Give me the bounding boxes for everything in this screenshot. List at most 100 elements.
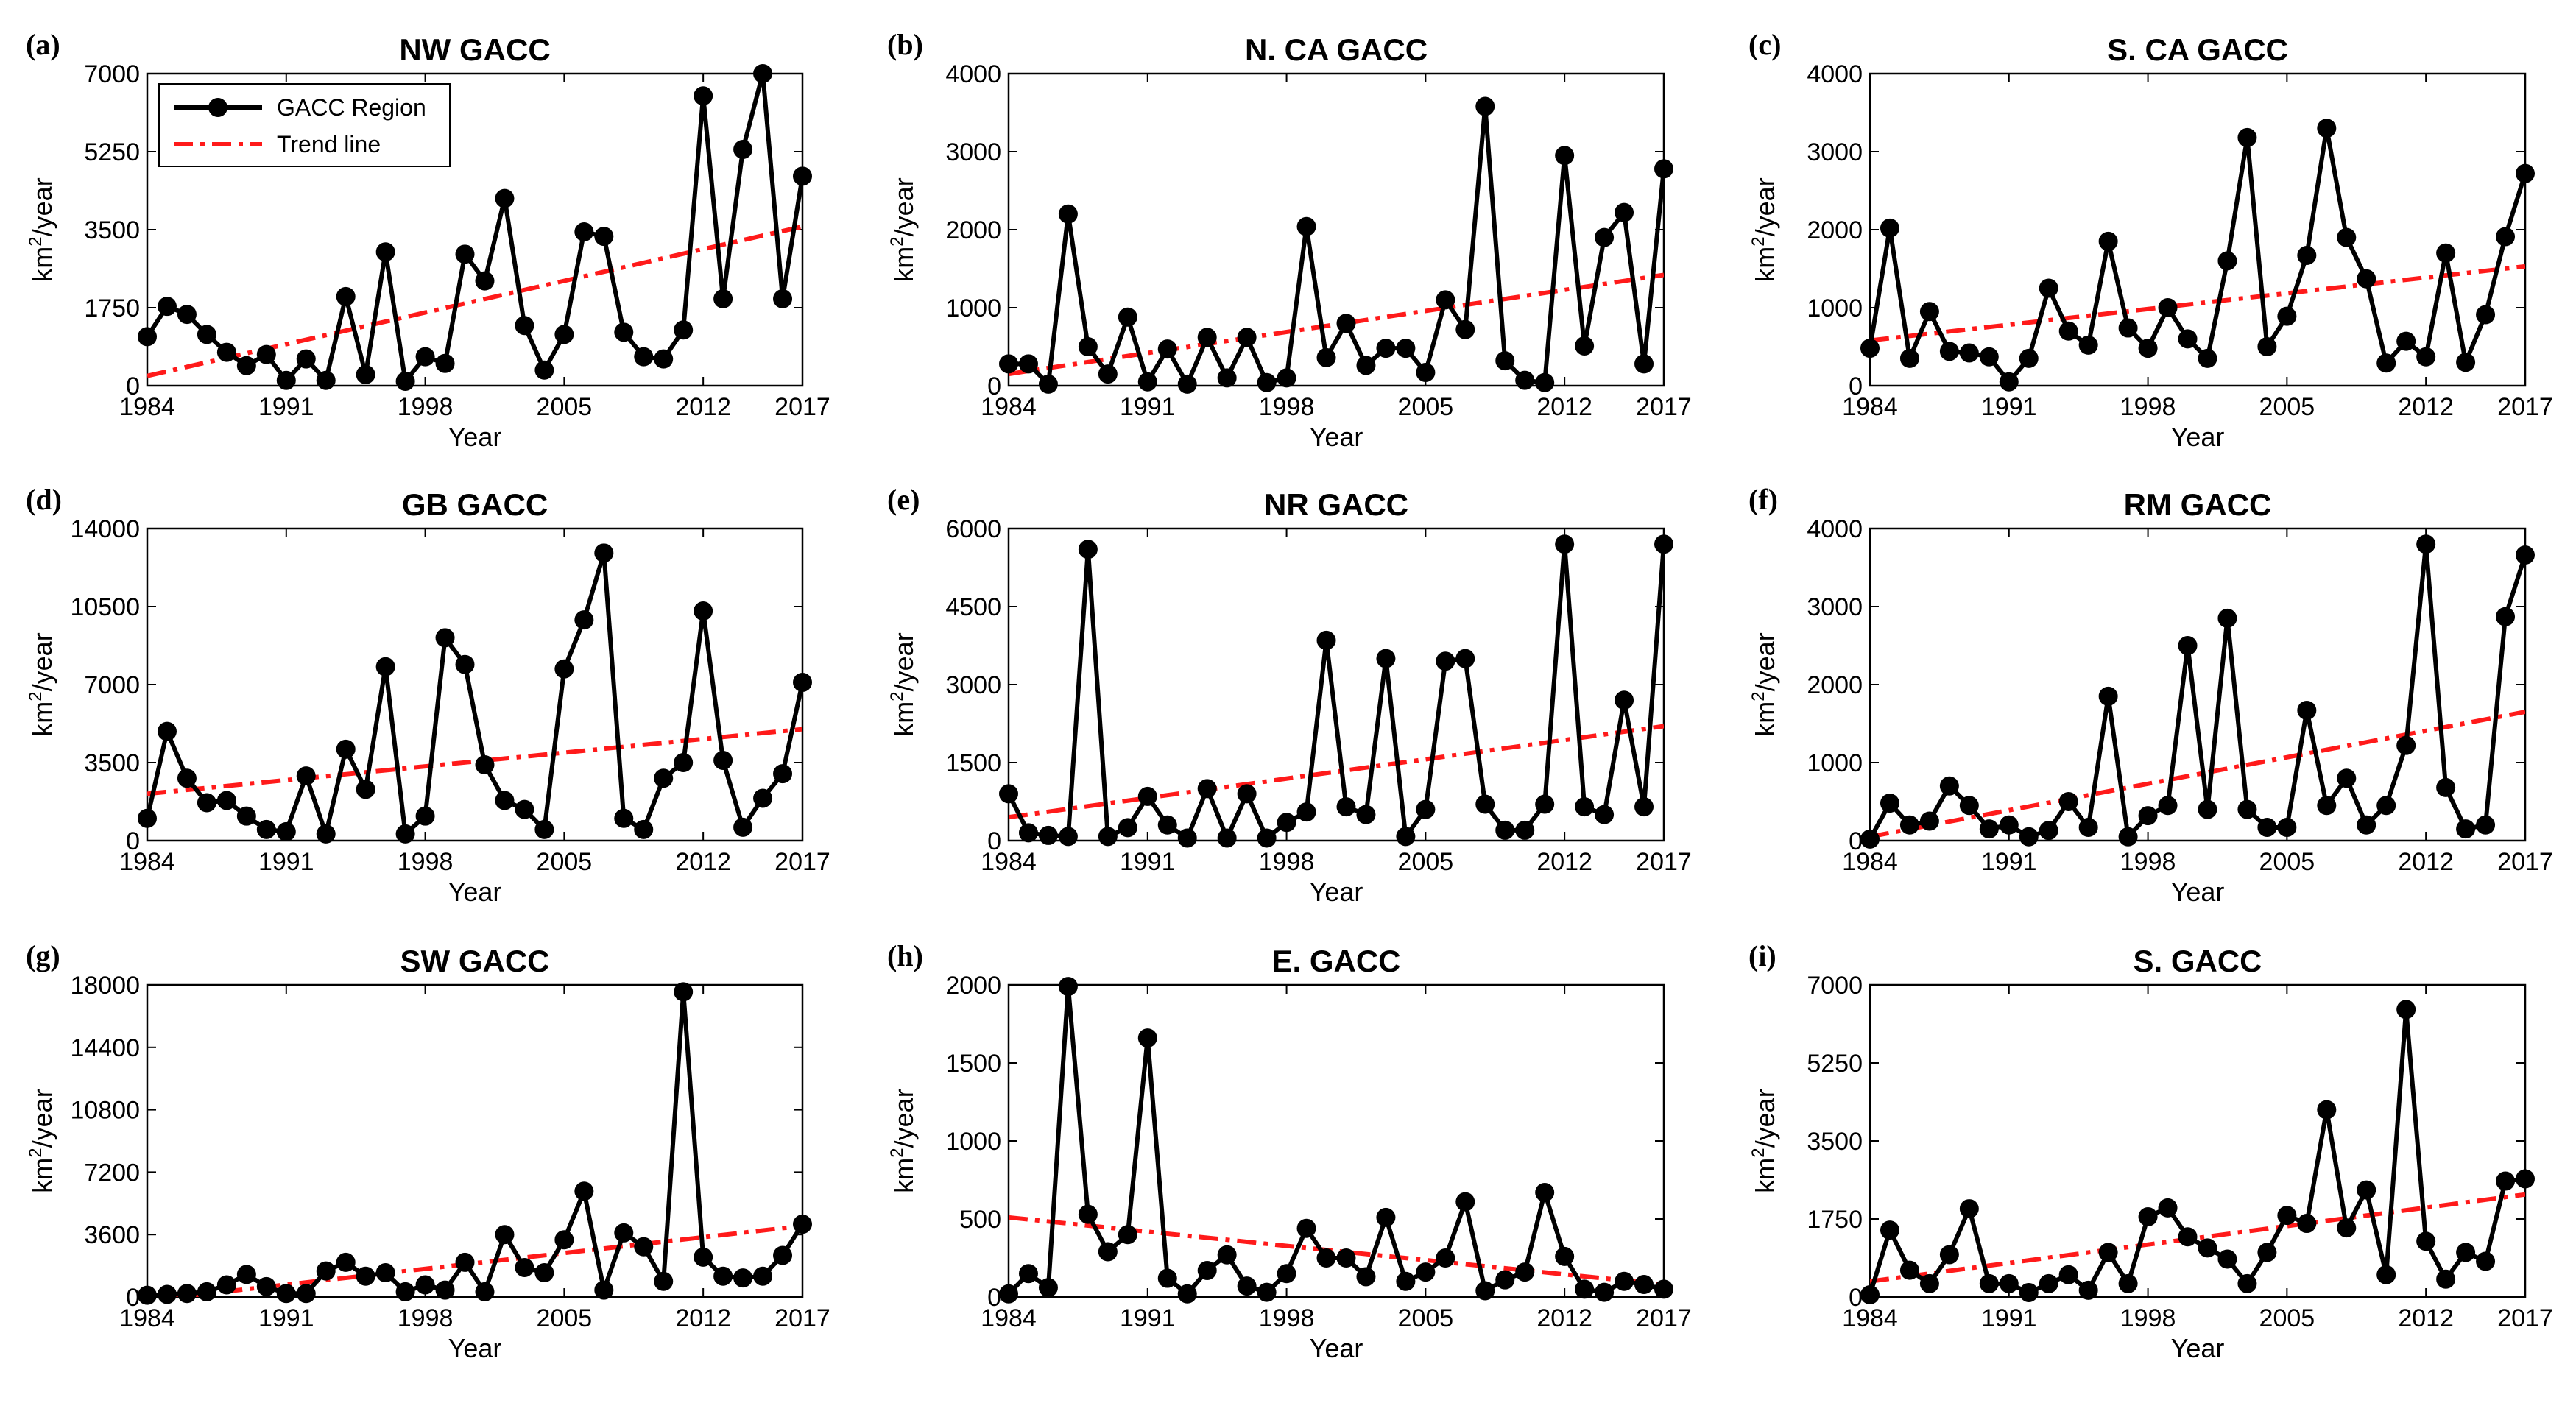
- data-point-1985: [1018, 354, 1038, 374]
- y-tick-label: 10800: [70, 1097, 140, 1125]
- data-point-1999: [435, 628, 455, 648]
- data-point-2002: [495, 188, 515, 208]
- x-axis-label: Year: [448, 422, 502, 452]
- data-point-1994: [336, 739, 356, 759]
- data-point-1986: [1038, 374, 1058, 394]
- series-line: [1009, 104, 1666, 386]
- panel-d: (d) GB GACC 0 3500 7000 10500 14000 1984 1991 199…: [26, 483, 830, 907]
- data-point-1995: [1217, 368, 1237, 388]
- x-tick-label: 2017: [2497, 393, 2553, 421]
- data-point-2011: [674, 982, 694, 1002]
- panel-b: (b) N. CA GACC 0 1000 2000 3000 4000 1984 1991 19…: [887, 28, 1692, 452]
- panel-label: (f): [1748, 483, 1778, 516]
- series-line: [145, 71, 805, 384]
- data-point-2016: [1634, 1275, 1654, 1295]
- x-tick-label: 1998: [398, 1304, 454, 1332]
- data-point-1987: [1919, 1273, 1939, 1293]
- data-point-2003: [515, 799, 534, 819]
- data-point-2017: [1654, 159, 1673, 179]
- data-point-2006: [1436, 651, 1455, 671]
- y-tick-label: 0: [1849, 827, 1863, 855]
- panel-title: GB GACC: [402, 487, 548, 522]
- data-point-2016: [2496, 227, 2516, 247]
- data-point-2001: [1336, 797, 1356, 817]
- data-point-1984: [138, 1285, 157, 1305]
- data-point-1988: [1939, 1245, 1959, 1265]
- y-axis-label-base: km: [27, 1158, 57, 1193]
- data-point-2009: [634, 1237, 654, 1257]
- data-point-2014: [1595, 227, 1615, 247]
- x-tick-label: 1998: [1259, 848, 1315, 876]
- axes-box: [146, 527, 804, 842]
- x-tick-label: 2012: [675, 1304, 731, 1332]
- x-tick-label: 2012: [1536, 1304, 1592, 1332]
- y-axis-label-base: km: [889, 1158, 919, 1193]
- data-point-1999: [2158, 796, 2178, 816]
- data-point-2007: [2317, 796, 2337, 816]
- y-axis-label-sup: 2: [1748, 691, 1768, 701]
- data-point-1985: [1018, 823, 1038, 843]
- data-point-2003: [2237, 799, 2257, 819]
- x-tick-label: 1991: [1120, 393, 1176, 421]
- data-point-2001: [1336, 314, 1356, 333]
- data-point-2001: [1336, 1248, 1356, 1268]
- data-point-1993: [2039, 1273, 2058, 1293]
- data-point-1985: [1880, 794, 1899, 813]
- data-point-1992: [296, 1284, 316, 1304]
- y-tick-label: 3000: [945, 671, 1001, 699]
- data-point-2000: [2178, 1227, 2198, 1247]
- data-point-2006: [2297, 1214, 2317, 1234]
- data-point-1988: [1078, 540, 1098, 559]
- data-point-2015: [1615, 1271, 1634, 1291]
- data-point-1996: [2098, 1243, 2118, 1262]
- data-point-2001: [2198, 348, 2217, 368]
- data-point-1997: [2118, 1273, 2138, 1293]
- data-point-1990: [1979, 819, 1999, 839]
- data-point-1985: [1018, 1264, 1038, 1284]
- data-point-2006: [2297, 245, 2317, 265]
- data-point-1993: [316, 1261, 336, 1281]
- data-point-2008: [614, 322, 634, 342]
- data-point-1998: [415, 1275, 435, 1295]
- data-point-1984: [138, 808, 157, 828]
- trend-line: [1870, 264, 2525, 343]
- y-axis-label-sup: 2: [1748, 1148, 1768, 1157]
- data-point-1988: [1939, 342, 1959, 361]
- data-point-1993: [2039, 278, 2058, 298]
- data-point-2007: [1455, 649, 1475, 668]
- data-point-2003: [515, 316, 534, 336]
- x-tick-label: 2005: [1398, 848, 1454, 876]
- panel-title: NW GACC: [399, 32, 550, 67]
- data-point-2005: [554, 1230, 574, 1250]
- y-axis-label: km2/year: [1748, 177, 1780, 281]
- y-axis-label-sup: 2: [26, 236, 46, 246]
- panel-g: (g) SW GACC 0 3600 7200 10800 14400 18000 1984 19…: [26, 939, 830, 1363]
- data-point-2007: [594, 227, 614, 247]
- y-tick-label: 5250: [84, 138, 140, 166]
- x-tick-label: 2005: [537, 1304, 593, 1332]
- data-point-2013: [1575, 797, 1595, 817]
- y-tick-label: 1500: [945, 1050, 1001, 1078]
- x-tick-label: 2005: [1398, 1304, 1454, 1332]
- data-point-2016: [2496, 1171, 2516, 1191]
- data-point-1991: [276, 1284, 296, 1304]
- data-point-2017: [2516, 545, 2535, 565]
- data-point-2009: [2357, 269, 2376, 289]
- panel-a: (a) NW GACC 0 1750 3500 5250 7000 1984 1991 1998 2…: [26, 28, 830, 452]
- data-point-1987: [197, 1282, 216, 1301]
- y-tick-label: 3500: [84, 216, 140, 244]
- data-point-1997: [395, 371, 415, 391]
- data-point-2015: [2476, 305, 2496, 325]
- x-tick-label: 2017: [774, 848, 830, 876]
- data-point-2006: [574, 610, 594, 630]
- data-point-1988: [1939, 776, 1959, 796]
- data-point-1996: [1237, 1276, 1257, 1296]
- y-tick-label: 3500: [1807, 1128, 1863, 1156]
- y-tick-label: 0: [1849, 372, 1863, 400]
- data-point-1990: [1118, 1225, 1137, 1245]
- data-point-1984: [999, 354, 1018, 374]
- trend-line: [1009, 1215, 1664, 1287]
- data-point-1999: [435, 1280, 455, 1300]
- data-point-2009: [1495, 820, 1515, 840]
